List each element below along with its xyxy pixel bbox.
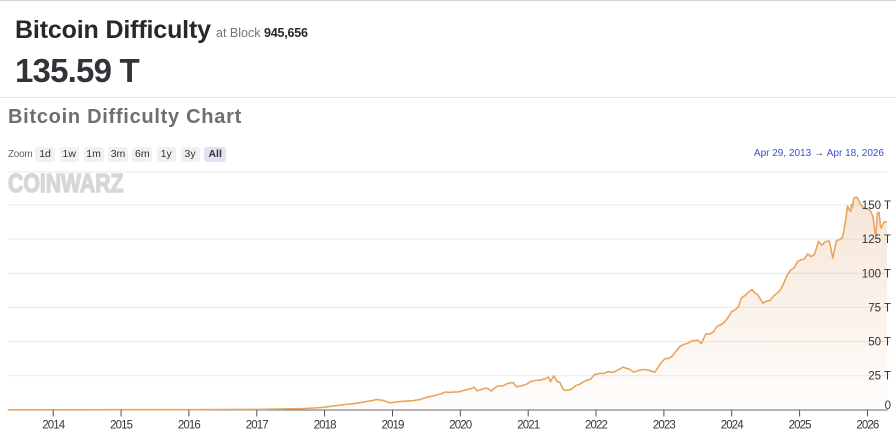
- svg-text:2017: 2017: [246, 420, 268, 432]
- svg-text:2021: 2021: [517, 420, 539, 432]
- svg-text:2014: 2014: [42, 420, 65, 432]
- svg-text:2020: 2020: [449, 420, 471, 432]
- svg-text:25 T: 25 T: [868, 371, 891, 383]
- svg-text:2022: 2022: [585, 420, 607, 432]
- svg-text:COINWARZ: COINWARZ: [8, 168, 124, 198]
- svg-text:50 T: 50 T: [868, 337, 891, 349]
- svg-text:2024: 2024: [721, 420, 744, 432]
- svg-text:150 T: 150 T: [862, 200, 891, 212]
- svg-text:2018: 2018: [314, 420, 336, 432]
- svg-text:2023: 2023: [653, 420, 675, 432]
- svg-text:125 T: 125 T: [862, 234, 891, 246]
- svg-text:2015: 2015: [110, 420, 132, 432]
- svg-text:100 T: 100 T: [862, 268, 891, 280]
- svg-text:2019: 2019: [382, 420, 404, 432]
- svg-text:2026: 2026: [856, 420, 878, 432]
- svg-text:0: 0: [885, 400, 891, 412]
- svg-text:75 T: 75 T: [868, 302, 891, 314]
- svg-text:2016: 2016: [178, 420, 200, 432]
- svg-text:2025: 2025: [789, 420, 811, 432]
